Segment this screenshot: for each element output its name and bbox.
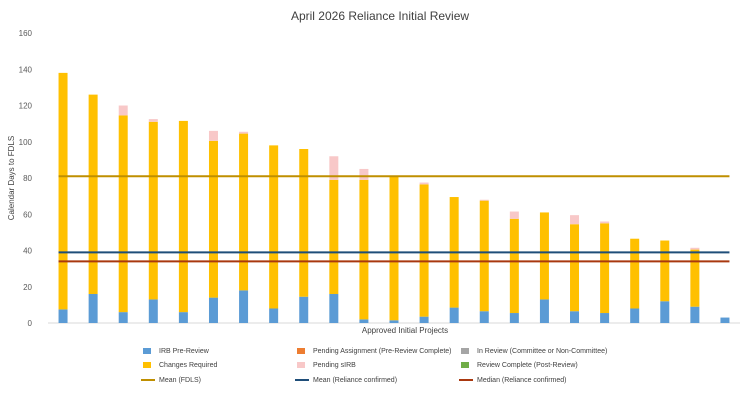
bar-segment	[600, 313, 610, 323]
bar-segment	[239, 133, 249, 291]
bar-segment	[359, 168, 369, 180]
bar-segment	[118, 115, 128, 313]
bar-segment	[479, 199, 489, 201]
y-tick-label: 80	[23, 174, 32, 183]
bar-segment	[88, 294, 98, 323]
legend-label: Mean (Reliance confirmed)	[313, 377, 397, 384]
legend-label: Median (Reliance confirmed)	[477, 377, 566, 384]
legend-label: Pending sIRB	[313, 362, 356, 369]
bar-segment	[690, 249, 700, 307]
bar-segment	[509, 218, 519, 314]
bar-segment	[208, 130, 218, 141]
legend-swatch	[143, 348, 151, 354]
y-tick-label: 120	[19, 102, 33, 111]
bar-segment	[118, 312, 128, 323]
bar-segment	[570, 215, 580, 225]
bar-segment	[58, 309, 68, 323]
bar-segment	[570, 311, 580, 323]
bar-segment	[479, 311, 489, 323]
bar-segment	[208, 140, 218, 298]
legend-swatch	[297, 362, 305, 368]
bar-segment	[178, 312, 188, 323]
y-tick-label: 140	[19, 65, 33, 74]
bar-segment	[148, 299, 158, 323]
bar-segment	[178, 120, 188, 313]
bar-segment	[239, 131, 249, 134]
legend-label: Pending Assignment (Pre-Review Complete)	[313, 348, 452, 355]
bar-segment	[239, 290, 249, 323]
bar-segment	[329, 179, 339, 294]
legend-label: Mean (FDLS)	[159, 377, 201, 384]
legend-swatch	[143, 362, 151, 368]
x-axis-title: Approved Initial Projects	[362, 326, 448, 335]
bar-segment	[148, 121, 158, 300]
bar-segment	[359, 319, 369, 323]
bar-segment	[690, 247, 700, 250]
bar-segment	[208, 297, 218, 323]
y-tick-label: 160	[19, 29, 33, 38]
y-tick-label: 20	[23, 283, 32, 292]
bar-segment	[88, 94, 98, 294]
y-tick-label: 40	[23, 247, 32, 256]
y-tick-label: 0	[28, 319, 33, 328]
bar-segment	[329, 156, 339, 180]
bar-segment	[299, 149, 309, 297]
bar-segment	[660, 301, 670, 323]
bar-segment	[449, 307, 459, 323]
bar-segment	[419, 316, 429, 323]
bar-segment	[269, 308, 279, 323]
legend-label: In Review (Committee or Non-Committee)	[477, 348, 607, 355]
legend-label: Changes Required	[159, 362, 217, 369]
bar-segment	[419, 184, 429, 317]
bar-segment	[539, 212, 549, 300]
bar-segment	[660, 240, 670, 302]
bar-segment	[509, 211, 519, 219]
y-axis-ticks: 0 20 40 60 80 100 120 140 160	[19, 29, 33, 328]
y-tick-label: 100	[19, 138, 33, 147]
bar-segment	[389, 320, 399, 323]
bar-segment	[539, 299, 549, 323]
bar-segment	[509, 313, 519, 323]
legend-label: IRB Pre-Review	[159, 348, 210, 355]
chart-title: April 2026 Reliance Initial Review	[291, 9, 469, 23]
bar-segment	[58, 72, 68, 310]
legend-swatch	[297, 348, 305, 354]
legend: IRB Pre-Review Pending Assignment (Pre-Re…	[141, 348, 607, 384]
legend-label: Review Complete (Post-Review)	[477, 362, 578, 369]
legend-swatch	[461, 362, 469, 368]
bar-segment	[299, 296, 309, 323]
bar-segment	[630, 238, 640, 309]
bar-segment	[419, 182, 429, 185]
bar-segment	[148, 119, 158, 122]
bar-segment	[600, 221, 610, 224]
bar-segment	[720, 317, 730, 323]
y-tick-label: 60	[23, 210, 32, 219]
reference-lines	[58, 175, 730, 263]
bar-segment	[570, 224, 580, 312]
bar-segment	[269, 145, 279, 309]
bar-segment	[600, 223, 610, 314]
legend-swatch	[461, 348, 469, 354]
bar-segment	[630, 308, 640, 323]
bar-segment	[479, 200, 489, 312]
bars	[58, 72, 730, 323]
bar-segment	[690, 306, 700, 323]
bar-segment	[359, 179, 369, 320]
y-axis-title: Calendar Days to FDLS	[7, 136, 16, 220]
bar-segment	[389, 176, 399, 321]
bar-segment	[329, 294, 339, 323]
bar-segment	[118, 105, 128, 116]
